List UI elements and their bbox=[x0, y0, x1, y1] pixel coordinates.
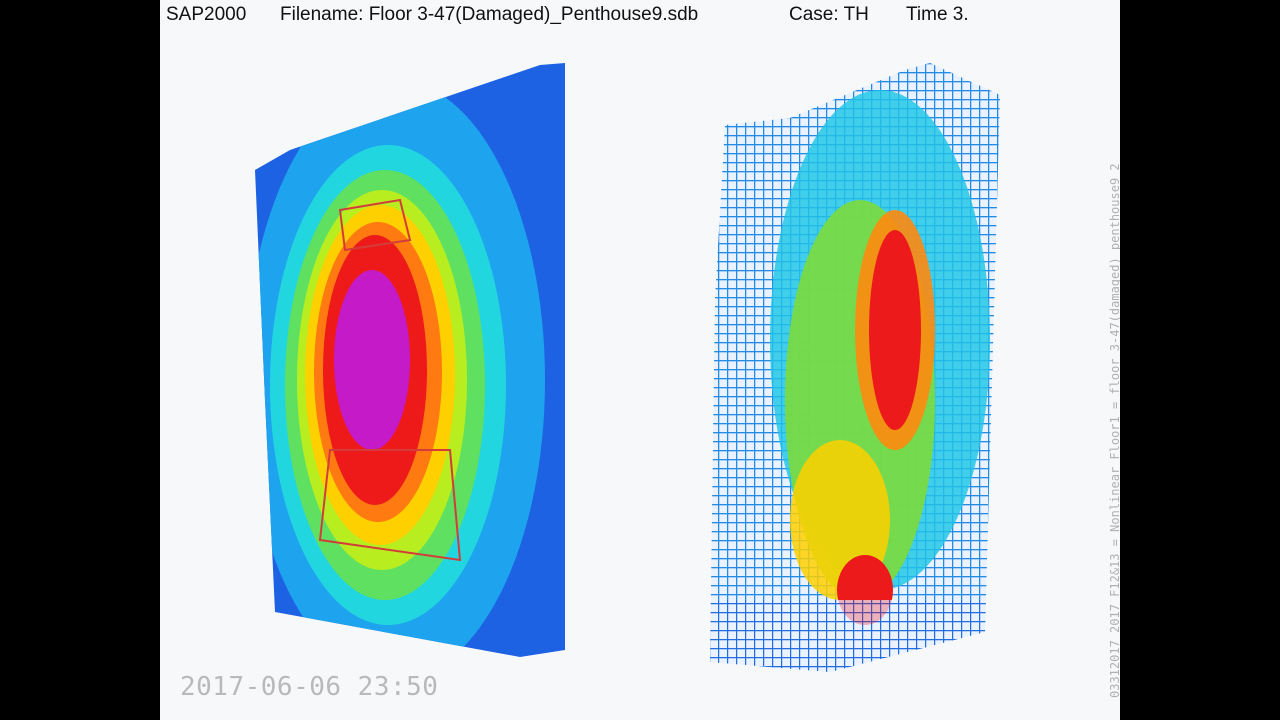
model-view bbox=[255, 63, 1000, 672]
app-name: SAP2000 bbox=[166, 4, 247, 25]
timestamp: 2017-06-06 23:50 bbox=[180, 672, 439, 702]
viewport: SAP2000 Filename: Floor 3-47(Damaged)_Pe… bbox=[160, 0, 1120, 720]
deformed-slab bbox=[255, 63, 565, 657]
filename: Filename: Floor 3-47(Damaged)_Penthouse9… bbox=[280, 4, 699, 25]
deformed-frame bbox=[710, 63, 1000, 672]
time: Time 3. bbox=[906, 4, 969, 25]
case: Case: TH bbox=[789, 4, 869, 25]
side-label: 03312017_2017_F12&13 = Nonlinear Floor1 … bbox=[1108, 163, 1120, 698]
